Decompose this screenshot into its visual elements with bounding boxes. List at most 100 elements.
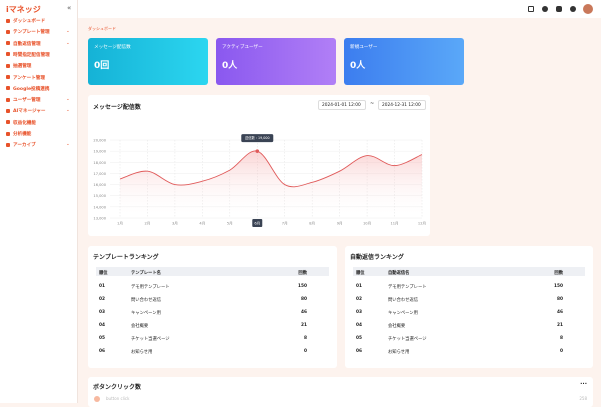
menu-item[interactable]: アンケート管理 bbox=[6, 75, 45, 81]
collapse-button[interactable]: « bbox=[67, 4, 72, 12]
column-header: 回数 bbox=[298, 270, 307, 276]
menu-item[interactable]: 抽選管理 bbox=[6, 63, 31, 69]
table-cell: 0 bbox=[304, 349, 307, 354]
table-cell: キャンペーン用 bbox=[388, 311, 418, 316]
table-cell: 04 bbox=[99, 323, 105, 328]
menu-item[interactable]: 収益化機能 bbox=[6, 120, 36, 126]
card-title: アクティブユーザー bbox=[222, 45, 263, 50]
help-icon[interactable] bbox=[570, 6, 576, 12]
expand-chevron[interactable]: ⌄ bbox=[66, 97, 70, 103]
line bbox=[119, 150, 423, 188]
table-header bbox=[353, 267, 585, 276]
table-cell: 02 bbox=[99, 297, 105, 302]
x-tick-label: 2月 bbox=[145, 221, 151, 226]
column-header: テンプレート名 bbox=[131, 270, 161, 276]
item-count: 258 bbox=[579, 396, 587, 401]
table-cell: 06 bbox=[99, 349, 105, 354]
x-tick-label: 7月 bbox=[282, 221, 288, 226]
menu-label: ダッシュボード bbox=[13, 19, 46, 24]
date-to[interactable]: 2024-12-31 12:00 bbox=[378, 100, 426, 110]
expand-chevron[interactable]: ⌄ bbox=[66, 40, 70, 46]
table-cell: 03 bbox=[356, 310, 362, 315]
chart-title: メッセージ配信数 bbox=[93, 104, 141, 111]
table-cell: 150 bbox=[554, 284, 563, 289]
avatar[interactable] bbox=[583, 4, 593, 14]
column-header: 自動返信名 bbox=[388, 270, 410, 276]
menu-label: アンケート管理 bbox=[13, 75, 45, 81]
chart-panel: メッセージ配信数 2024-01-01 12:00 ~ 2024-12-31 1… bbox=[88, 95, 430, 236]
table-cell: 会社概要 bbox=[131, 324, 149, 329]
expand-chevron[interactable]: ⌄ bbox=[66, 142, 70, 148]
menu-item[interactable]: Google投稿連携 bbox=[6, 86, 49, 92]
logo[interactable]: iマネッジ bbox=[6, 5, 41, 14]
stat-card: アクティブユーザー 0人 bbox=[216, 38, 336, 85]
table-cell: 02 bbox=[356, 297, 362, 302]
menu-button[interactable]: ... bbox=[580, 379, 587, 386]
x-tick-label: 4月 bbox=[199, 221, 205, 226]
menu-label: 抽選管理 bbox=[13, 64, 32, 70]
menu-item[interactable]: 時間指定配信管理 bbox=[6, 52, 50, 58]
settings-icon[interactable] bbox=[542, 6, 548, 12]
menu-item[interactable]: 分析機能 bbox=[6, 131, 31, 137]
ranking-table: 順位 自動返信名 回数 01 デモ用テンプレート 150 02 問い合わせ返信 80 03 キャンペ… bbox=[353, 267, 585, 367]
menu-label: ユーザー管理 bbox=[13, 98, 41, 104]
menu-icon bbox=[6, 86, 10, 91]
x-tick-label: 12月 bbox=[418, 221, 426, 226]
y-tick-label: 13,000 bbox=[93, 217, 106, 221]
x-tick-label: 11月 bbox=[390, 221, 398, 226]
logout-icon[interactable] bbox=[528, 6, 534, 12]
table-cell: 会社概要 bbox=[388, 324, 406, 329]
item-icon bbox=[94, 396, 100, 402]
card-value: 0人 bbox=[222, 61, 238, 71]
menu-label: テンプレート管理 bbox=[13, 30, 50, 36]
x-tick-label: 8月 bbox=[309, 221, 315, 226]
table-cell: 03 bbox=[99, 310, 105, 315]
menu-icon bbox=[6, 97, 10, 102]
menu-item[interactable]: アーカイブ bbox=[6, 142, 36, 148]
menu-icon bbox=[6, 29, 10, 34]
y-tick-label: 20,000 bbox=[93, 139, 106, 143]
ranking-panel: テンプレートランキング 順位 テンプレート名 回数 01 デモ用テンプレート 150 02 問い… bbox=[88, 246, 337, 368]
menu-item[interactable]: ユーザー管理 bbox=[6, 97, 40, 103]
menu-icon bbox=[6, 142, 10, 147]
menu-icon bbox=[6, 120, 10, 125]
notification-icon[interactable] bbox=[556, 6, 562, 12]
menu-item[interactable]: ダッシュボード bbox=[6, 18, 45, 24]
menu-icon bbox=[6, 63, 10, 68]
menu-item[interactable]: テンプレート管理 bbox=[6, 29, 50, 35]
date-from[interactable]: 2024-01-01 12:00 bbox=[318, 100, 366, 110]
card-title: メッセージ配信数 bbox=[94, 45, 131, 50]
menu-item[interactable]: AIマネージャー bbox=[6, 108, 46, 114]
sidebar: iマネッジ « ダッシュボード テンプレート管理 ⌄ 自動返信管理 ⌄ 時間指定配信管理抽… bbox=[0, 0, 78, 403]
table-cell: 0 bbox=[560, 349, 563, 354]
menu-label: 収益化機能 bbox=[13, 120, 36, 126]
y-tick-label: 16,000 bbox=[93, 183, 106, 187]
x-tick-label: 6月 bbox=[254, 221, 260, 226]
card-value: 0回 bbox=[94, 61, 110, 71]
menu-icon bbox=[6, 18, 10, 23]
expand-chevron[interactable]: ⌄ bbox=[66, 29, 70, 35]
menu-label: アーカイブ bbox=[13, 143, 36, 149]
table-cell: チケット当選ページ bbox=[388, 337, 427, 342]
table-cell: お知らせ用 bbox=[388, 350, 410, 355]
table-cell: 21 bbox=[301, 323, 307, 328]
table-cell: 01 bbox=[99, 284, 105, 289]
tooltip-box bbox=[241, 134, 274, 143]
menu-icon bbox=[6, 108, 10, 113]
table-cell: 05 bbox=[356, 336, 362, 341]
menu-item[interactable]: 自動返信管理 bbox=[6, 41, 41, 47]
menu-label: Google投稿連携 bbox=[13, 86, 50, 92]
table-cell: デモ用テンプレート bbox=[131, 285, 170, 290]
expand-chevron[interactable]: ⌄ bbox=[66, 108, 70, 114]
y-tick-label: 18,000 bbox=[93, 161, 106, 165]
x-tick-label: 10月 bbox=[363, 221, 371, 226]
top-bar bbox=[78, 0, 601, 18]
x-tick-label: 3月 bbox=[172, 221, 178, 226]
table-cell: お知らせ用 bbox=[131, 350, 153, 355]
column-header: 順位 bbox=[99, 270, 108, 276]
menu-label: AIマネージャー bbox=[13, 109, 46, 115]
table-cell: デモ用テンプレート bbox=[388, 285, 427, 290]
y-tick-label: 17,000 bbox=[93, 172, 106, 176]
ranking-panel: 自動返信ランキング 順位 自動返信名 回数 01 デモ用テンプレート 150 02 問い合わせ返… bbox=[345, 246, 593, 368]
